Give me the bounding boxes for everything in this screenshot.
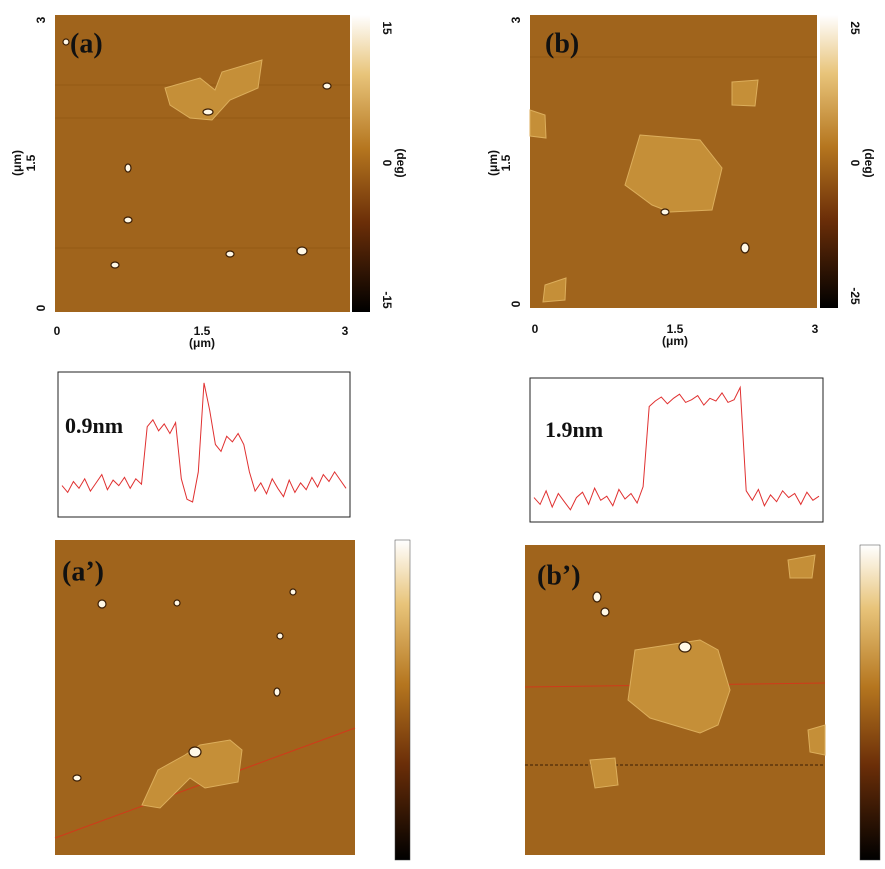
flake [807, 724, 826, 756]
panel-label: (b) [545, 28, 579, 59]
particle [123, 216, 133, 224]
particle [289, 588, 297, 596]
flake [542, 277, 567, 303]
colorbar [394, 539, 411, 861]
colorbar-mid: 0 [380, 160, 394, 167]
afm-image [55, 540, 355, 855]
particle [110, 261, 120, 269]
y-axis-label: (μm) [486, 150, 500, 176]
panel-label: (a) [70, 28, 103, 59]
particle [97, 599, 107, 609]
y-tick-label: 0 [509, 300, 523, 307]
colorbar [820, 15, 838, 308]
particle [173, 599, 181, 607]
x-tick-label: 3 [812, 322, 819, 336]
colorbar-max: 25 [848, 21, 862, 35]
y-tick-label: 1.5 [499, 154, 513, 171]
particle [296, 246, 308, 256]
x-tick-label: 3 [342, 324, 349, 338]
flake [529, 109, 547, 139]
particle [740, 242, 750, 254]
profile-frame [529, 377, 824, 523]
y-axis-label: (μm) [10, 150, 24, 176]
x-tick-label: 1.5 [667, 322, 684, 336]
height-profile [533, 385, 820, 511]
particle [72, 774, 82, 782]
particle [322, 82, 332, 90]
flake [787, 554, 816, 579]
particle [660, 208, 670, 216]
flake [589, 757, 619, 789]
afm-image [55, 15, 350, 312]
x-axis-label: (μm) [662, 334, 688, 348]
height-profile [61, 382, 347, 503]
particle [678, 641, 692, 653]
colorbar [352, 15, 370, 312]
profile-frame [57, 371, 351, 518]
x-tick-label: 1.5 [194, 324, 211, 338]
colorbar-unit: (deg) [394, 148, 408, 177]
colorbar-max: 15 [380, 21, 394, 35]
flake [624, 134, 723, 213]
y-tick-label: 3 [34, 16, 48, 23]
colorbar-min: -25 [848, 287, 862, 305]
flake [731, 79, 759, 107]
panel-b: (b) 25 0 (deg) -25 3 1.5 (μm) 0 0 1.5 (μ… [486, 15, 876, 348]
y-tick-label: 3 [509, 16, 523, 23]
particle [276, 632, 284, 640]
particle [600, 607, 610, 617]
colorbar-unit: (deg) [862, 148, 876, 177]
particle [188, 746, 202, 758]
particle [273, 687, 281, 697]
panel-a: (a) 15 0 (deg) -15 3 1.5 (μm) 0 0 1.5 (μ… [10, 15, 408, 350]
colorbar-min: -15 [380, 291, 394, 309]
step-height: 0.9nm [65, 413, 123, 438]
colorbar-mid: 0 [848, 160, 862, 167]
particle [62, 38, 70, 46]
panel-a-prime: (a’) [54, 539, 411, 861]
step-height: 1.9nm [545, 417, 603, 442]
panel-b-prime: (b’) [524, 544, 881, 861]
panel-label: (a’) [62, 556, 104, 587]
profiles [61, 382, 820, 511]
x-axis-label: (μm) [189, 336, 215, 350]
x-tick-label: 0 [54, 324, 61, 338]
y-tick-label: 0 [34, 304, 48, 311]
particle [225, 250, 235, 258]
particle [124, 163, 132, 173]
flake [164, 59, 263, 121]
x-tick-label: 0 [532, 322, 539, 336]
colorbar [859, 544, 881, 861]
y-tick-label: 1.5 [24, 154, 38, 171]
particle [202, 108, 214, 116]
particle [592, 591, 602, 603]
flake [627, 639, 731, 734]
panel-label: (b’) [537, 560, 581, 591]
